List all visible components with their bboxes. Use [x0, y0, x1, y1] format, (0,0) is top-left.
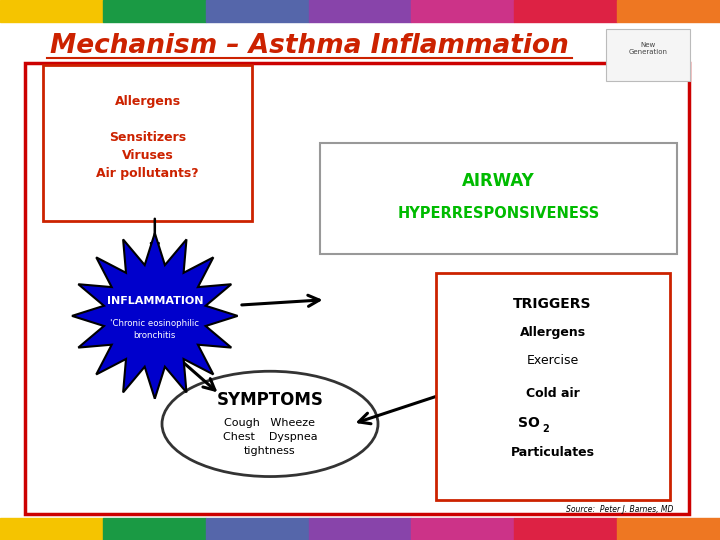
Bar: [411, 0, 514, 22]
FancyBboxPatch shape: [43, 65, 252, 221]
Polygon shape: [72, 233, 238, 399]
Text: Exercise: Exercise: [526, 354, 579, 367]
Text: AIRWAY: AIRWAY: [462, 172, 535, 190]
FancyBboxPatch shape: [320, 143, 677, 254]
Text: Cough   Wheeze
Chest    Dyspnea
tightness: Cough Wheeze Chest Dyspnea tightness: [222, 418, 318, 456]
Bar: [0, 518, 103, 540]
Text: Cold air: Cold air: [526, 387, 580, 400]
Bar: [0, 0, 103, 22]
Text: 'Chronic eosinophilic
bronchitis: 'Chronic eosinophilic bronchitis: [110, 319, 199, 340]
Text: 2: 2: [541, 424, 549, 434]
Bar: [103, 0, 206, 22]
Bar: [617, 518, 720, 540]
Text: SO: SO: [518, 416, 540, 430]
Text: Mechanism – Asthma Inflammation: Mechanism – Asthma Inflammation: [50, 33, 569, 59]
Text: HYPERRESPONSIVENESS: HYPERRESPONSIVENESS: [397, 206, 600, 221]
Bar: [206, 518, 309, 540]
Bar: [103, 518, 206, 540]
Text: INFLAMMATION: INFLAMMATION: [107, 296, 203, 306]
Bar: [206, 0, 309, 22]
Text: SYMPTOMS: SYMPTOMS: [217, 390, 323, 409]
FancyBboxPatch shape: [25, 63, 689, 514]
FancyBboxPatch shape: [436, 273, 670, 500]
Bar: [309, 0, 411, 22]
FancyBboxPatch shape: [606, 29, 690, 81]
Bar: [617, 0, 720, 22]
Bar: [411, 518, 514, 540]
Text: Allergens: Allergens: [520, 326, 585, 339]
Text: Allergens

Sensitizers
Viruses
Air pollutants?: Allergens Sensitizers Viruses Air pollut…: [96, 95, 199, 180]
Text: New
Generation: New Generation: [629, 42, 667, 55]
Bar: [514, 518, 617, 540]
Text: TRIGGERS: TRIGGERS: [513, 297, 592, 311]
Text: Source:  Peter J. Barnes, MD: Source: Peter J. Barnes, MD: [566, 505, 673, 514]
Text: Particulates: Particulates: [510, 446, 595, 459]
Bar: [514, 0, 617, 22]
Ellipse shape: [162, 372, 378, 477]
Bar: [309, 518, 411, 540]
